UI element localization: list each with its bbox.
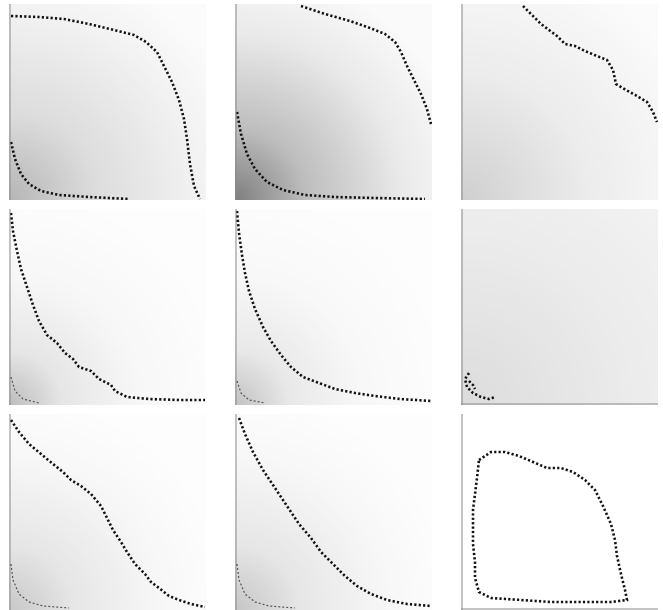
contour-plot-r2c3 [461, 209, 658, 405]
panel-r3c1 [9, 414, 206, 610]
field-background [9, 4, 206, 200]
inner-contour [236, 380, 266, 404]
field-background [9, 209, 206, 405]
field-background [235, 414, 432, 610]
panel-r1c3 [461, 4, 658, 200]
closed-loop-contour [471, 450, 629, 604]
upper-contour [522, 5, 658, 123]
inner-contour [236, 563, 296, 609]
panel-r2c1 [9, 209, 206, 405]
corner-loop-contour-inner [468, 380, 477, 390]
field-background [461, 414, 658, 610]
decay-contour [9, 419, 206, 609]
inner-contour [9, 141, 130, 200]
panel-r2c3 [461, 209, 658, 405]
decay-contour [9, 212, 205, 402]
panel-r3c3 [461, 414, 658, 610]
contour-plot-r3c2 [235, 414, 432, 610]
outer-contour [300, 4, 432, 125]
field-background [9, 414, 206, 610]
contour-plot-r1c2 [235, 4, 432, 200]
inner-contour [10, 563, 70, 609]
contour-plot-r3c3 [461, 414, 658, 610]
contour-plot-r2c1 [9, 209, 206, 405]
contour-plot-r1c1 [9, 4, 206, 200]
panel-r2c2 [235, 209, 432, 405]
inner-contour [10, 376, 40, 404]
field-background [235, 209, 432, 405]
panel-r3c2 [235, 414, 432, 610]
contour-plot-r1c3 [461, 4, 658, 200]
panel-r1c1 [9, 4, 206, 200]
contour-plot-r2c2 [235, 209, 432, 405]
corner-loop-contour [463, 372, 496, 401]
field-background [461, 209, 658, 405]
panel-r1c2 [235, 4, 432, 200]
panel-border [461, 414, 658, 610]
panel-border [461, 209, 658, 405]
contour-plot-r3c1 [9, 414, 206, 610]
field-background [235, 4, 432, 200]
field-background [461, 4, 658, 200]
inner-contour [235, 111, 426, 200]
